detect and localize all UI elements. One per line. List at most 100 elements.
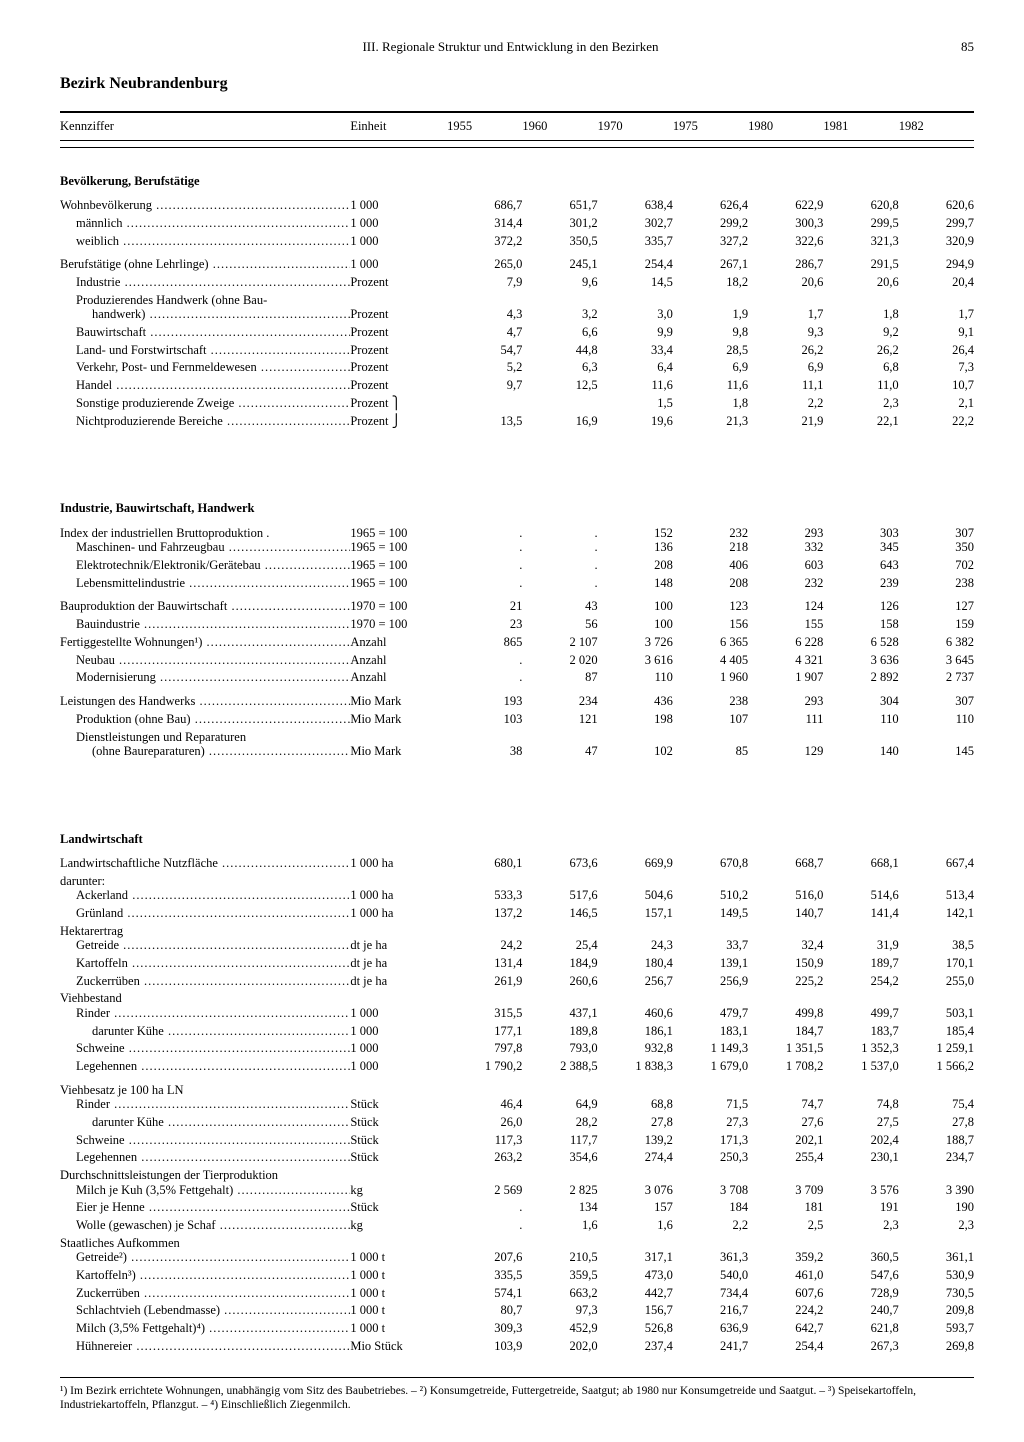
cell-value: 1 149,3 — [673, 1041, 748, 1059]
cell-value: 111 — [748, 712, 823, 730]
row-label: Getreide — [60, 938, 350, 956]
cell-value: 686,7 — [447, 198, 522, 216]
cell-value: 728,9 — [823, 1286, 898, 1304]
cell-value: 274,4 — [598, 1150, 673, 1168]
cell-value: 140,7 — [748, 906, 823, 924]
table-row: Eier je HenneStück.134157184181191190 — [60, 1200, 974, 1218]
data-table: Kennziffer Einheit 1955 1960 1970 1975 1… — [60, 111, 974, 1356]
table-row: Berufstätige (ohne Lehrlinge)1 000265,02… — [60, 257, 974, 275]
cell-value: 1 537,0 — [823, 1059, 898, 1077]
cell-value: 103,9 — [447, 1339, 522, 1357]
cell-value: 473,0 — [598, 1268, 673, 1286]
cell-value: 6,8 — [823, 360, 898, 378]
row-unit: Prozent — [350, 325, 447, 343]
cell-value: 142,1 — [899, 906, 974, 924]
cell-value: 702 — [899, 558, 974, 576]
cell-value: 184,9 — [522, 956, 597, 974]
cell-value: 20,6 — [748, 275, 823, 293]
row-unit: Stück — [350, 1150, 447, 1168]
row-unit: dt je ha — [350, 938, 447, 956]
cell-value — [823, 293, 898, 307]
table-row: weiblich1 000372,2350,5335,7327,2322,632… — [60, 234, 974, 252]
cell-value: 85 — [673, 744, 748, 762]
cell-value: 260,6 — [522, 974, 597, 992]
cell-value — [748, 293, 823, 307]
row-unit: 1 000 — [350, 1006, 447, 1024]
cell-value: 68,8 — [598, 1097, 673, 1115]
cell-value: 12,5 — [522, 378, 597, 396]
cell-value — [598, 991, 673, 1005]
row-label: Milch (3,5% Fettgehalt)⁴) — [60, 1321, 350, 1339]
cell-value: 110 — [598, 670, 673, 688]
cell-value: 622,9 — [748, 198, 823, 216]
cell-value: 239 — [823, 576, 898, 594]
row-label: Viehbesatz je 100 ha LN — [60, 1083, 350, 1097]
cell-value — [673, 1168, 748, 1182]
cell-value: . — [447, 540, 522, 558]
table-row: darunter Kühe1 000177,1189,8186,1183,118… — [60, 1024, 974, 1042]
row-label: Wolle (gewaschen) je Schaf — [60, 1218, 350, 1236]
cell-value: 26,2 — [823, 343, 898, 361]
cell-value: 33,4 — [598, 343, 673, 361]
cell-value: 186,1 — [598, 1024, 673, 1042]
cell-value: 1,6 — [522, 1218, 597, 1236]
row-label: Zuckerrüben — [60, 1286, 350, 1304]
row-label: Nichtproduzierende Bereiche — [60, 414, 350, 432]
cell-value: 234,7 — [899, 1150, 974, 1168]
cell-value — [522, 396, 597, 414]
cell-value: 730,5 — [899, 1286, 974, 1304]
cell-value: 621,8 — [823, 1321, 898, 1339]
row-unit: Prozent — [350, 360, 447, 378]
cell-value: 140 — [823, 744, 898, 762]
row-label: Kartoffeln³) — [60, 1268, 350, 1286]
cell-value: 668,1 — [823, 856, 898, 874]
row-unit: Prozent — [350, 343, 447, 361]
cell-value: 4 321 — [748, 653, 823, 671]
row-unit: 1 000 — [350, 1059, 447, 1077]
cell-value — [823, 991, 898, 1005]
row-label: darunter Kühe — [60, 1024, 350, 1042]
cell-value: 202,4 — [823, 1133, 898, 1151]
cell-value: 180,4 — [598, 956, 673, 974]
cell-value: 667,4 — [899, 856, 974, 874]
cell-value: 117,3 — [447, 1133, 522, 1151]
cell-value: 499,8 — [748, 1006, 823, 1024]
col-unit: Einheit — [350, 119, 447, 133]
cell-value: 183,7 — [823, 1024, 898, 1042]
cell-value: 24,2 — [447, 938, 522, 956]
cell-value: 47 — [522, 744, 597, 762]
cell-value: 216,7 — [673, 1303, 748, 1321]
cell-value — [823, 1236, 898, 1250]
cell-value: 256,7 — [598, 974, 673, 992]
cell-value: 107 — [673, 712, 748, 730]
cell-value: 638,4 — [598, 198, 673, 216]
cell-value: 510,2 — [673, 888, 748, 906]
cell-value: 603 — [748, 558, 823, 576]
cell-value: 26,4 — [899, 343, 974, 361]
row-unit: Stück — [350, 1200, 447, 1218]
cell-value: 620,6 — [899, 198, 974, 216]
cell-value: 141,4 — [823, 906, 898, 924]
table-row: LegehennenStück263,2354,6274,4250,3255,4… — [60, 1150, 974, 1168]
row-label: Staatliches Aufkommen — [60, 1236, 350, 1250]
cell-value: 32,4 — [748, 938, 823, 956]
cell-value: 361,3 — [673, 1250, 748, 1268]
col-year: 1981 — [823, 119, 898, 133]
cell-value: 332 — [748, 540, 823, 558]
cell-value: 11,1 — [748, 378, 823, 396]
cell-value: 2 569 — [447, 1183, 522, 1201]
cell-value: 27,8 — [598, 1115, 673, 1133]
cell-value: 452,9 — [522, 1321, 597, 1339]
cell-value: 218 — [673, 540, 748, 558]
table-row: Hektarertrag — [60, 924, 974, 938]
cell-value: 360,5 — [823, 1250, 898, 1268]
cell-value: 359,5 — [522, 1268, 597, 1286]
cell-value: . — [447, 1218, 522, 1236]
table-row: Milch (3,5% Fettgehalt)⁴)1 000 t309,3452… — [60, 1321, 974, 1339]
row-unit: 1 000 t — [350, 1268, 447, 1286]
cell-value: 7,3 — [899, 360, 974, 378]
row-label: Elektrotechnik/Elektronik/Gerätebau — [60, 558, 350, 576]
cell-value: 335,5 — [447, 1268, 522, 1286]
cell-value — [598, 1168, 673, 1182]
cell-value: 158 — [823, 617, 898, 635]
